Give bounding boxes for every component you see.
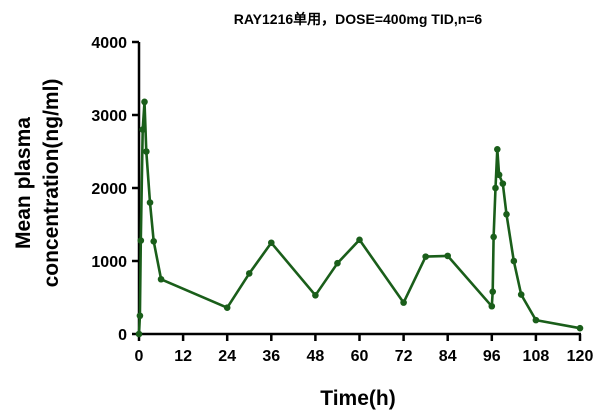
data-point — [356, 236, 363, 244]
x-tick-label: 120 — [567, 348, 594, 365]
plot-area — [135, 98, 584, 338]
data-point — [576, 324, 584, 332]
axes: 0 1000 2000 3000 4000 0 12 24 36 48 60 72 84 96 108 120 — [91, 35, 593, 365]
x-tick-label: 36 — [262, 348, 280, 365]
data-point — [150, 237, 157, 245]
y-axis-title-line-1: Mean plasma — [12, 117, 35, 249]
y-tick-label: 3000 — [91, 108, 127, 125]
y-axis-title: Mean plasma concentration(ng/ml) — [12, 79, 63, 288]
data-point — [334, 259, 341, 267]
data-point — [489, 288, 497, 295]
y-axis-title-line-2: concentration(ng/ml) — [40, 79, 63, 288]
data-point — [223, 304, 231, 312]
data-point — [400, 299, 407, 306]
data-point — [139, 126, 146, 133]
y-tick-label: 1000 — [91, 254, 127, 271]
data-point — [517, 291, 525, 298]
x-tick-label: 108 — [523, 348, 550, 365]
data-point — [490, 233, 497, 241]
data-point — [494, 146, 501, 153]
data-point — [510, 257, 518, 265]
x-tick-label: 60 — [351, 348, 369, 365]
x-axis-title: Time(h) — [320, 387, 395, 410]
x-tick-label: 96 — [483, 348, 501, 365]
x-tick-label: 48 — [307, 348, 325, 365]
data-point — [503, 210, 510, 218]
chart-title: RAY1216单用，DOSE=400mg TID,n=6 — [234, 11, 483, 27]
data-point — [422, 253, 429, 260]
data-point — [135, 330, 143, 338]
data-point — [136, 312, 144, 320]
data-point — [495, 171, 503, 179]
data-point — [488, 302, 496, 310]
x-tick-label: 0 — [135, 348, 144, 365]
data-point — [532, 316, 540, 324]
x-tick-label: 24 — [218, 348, 236, 365]
x-tick-label: 12 — [174, 348, 192, 365]
data-point — [444, 252, 452, 260]
y-tick-label: 2000 — [91, 181, 127, 198]
data-point — [157, 275, 165, 283]
y-tick-label: 4000 — [91, 35, 127, 52]
data-point — [492, 184, 499, 192]
data-point — [143, 148, 150, 155]
data-point — [245, 270, 253, 277]
data-point — [499, 180, 507, 187]
data-point — [312, 292, 319, 299]
series-line — [137, 100, 581, 335]
x-tick-label: 72 — [395, 348, 413, 365]
data-point — [268, 239, 275, 247]
data-point — [137, 237, 145, 244]
x-tick-label: 84 — [439, 348, 457, 365]
y-tick-label: 0 — [118, 327, 127, 344]
data-point — [141, 98, 148, 106]
data-point — [146, 199, 154, 206]
